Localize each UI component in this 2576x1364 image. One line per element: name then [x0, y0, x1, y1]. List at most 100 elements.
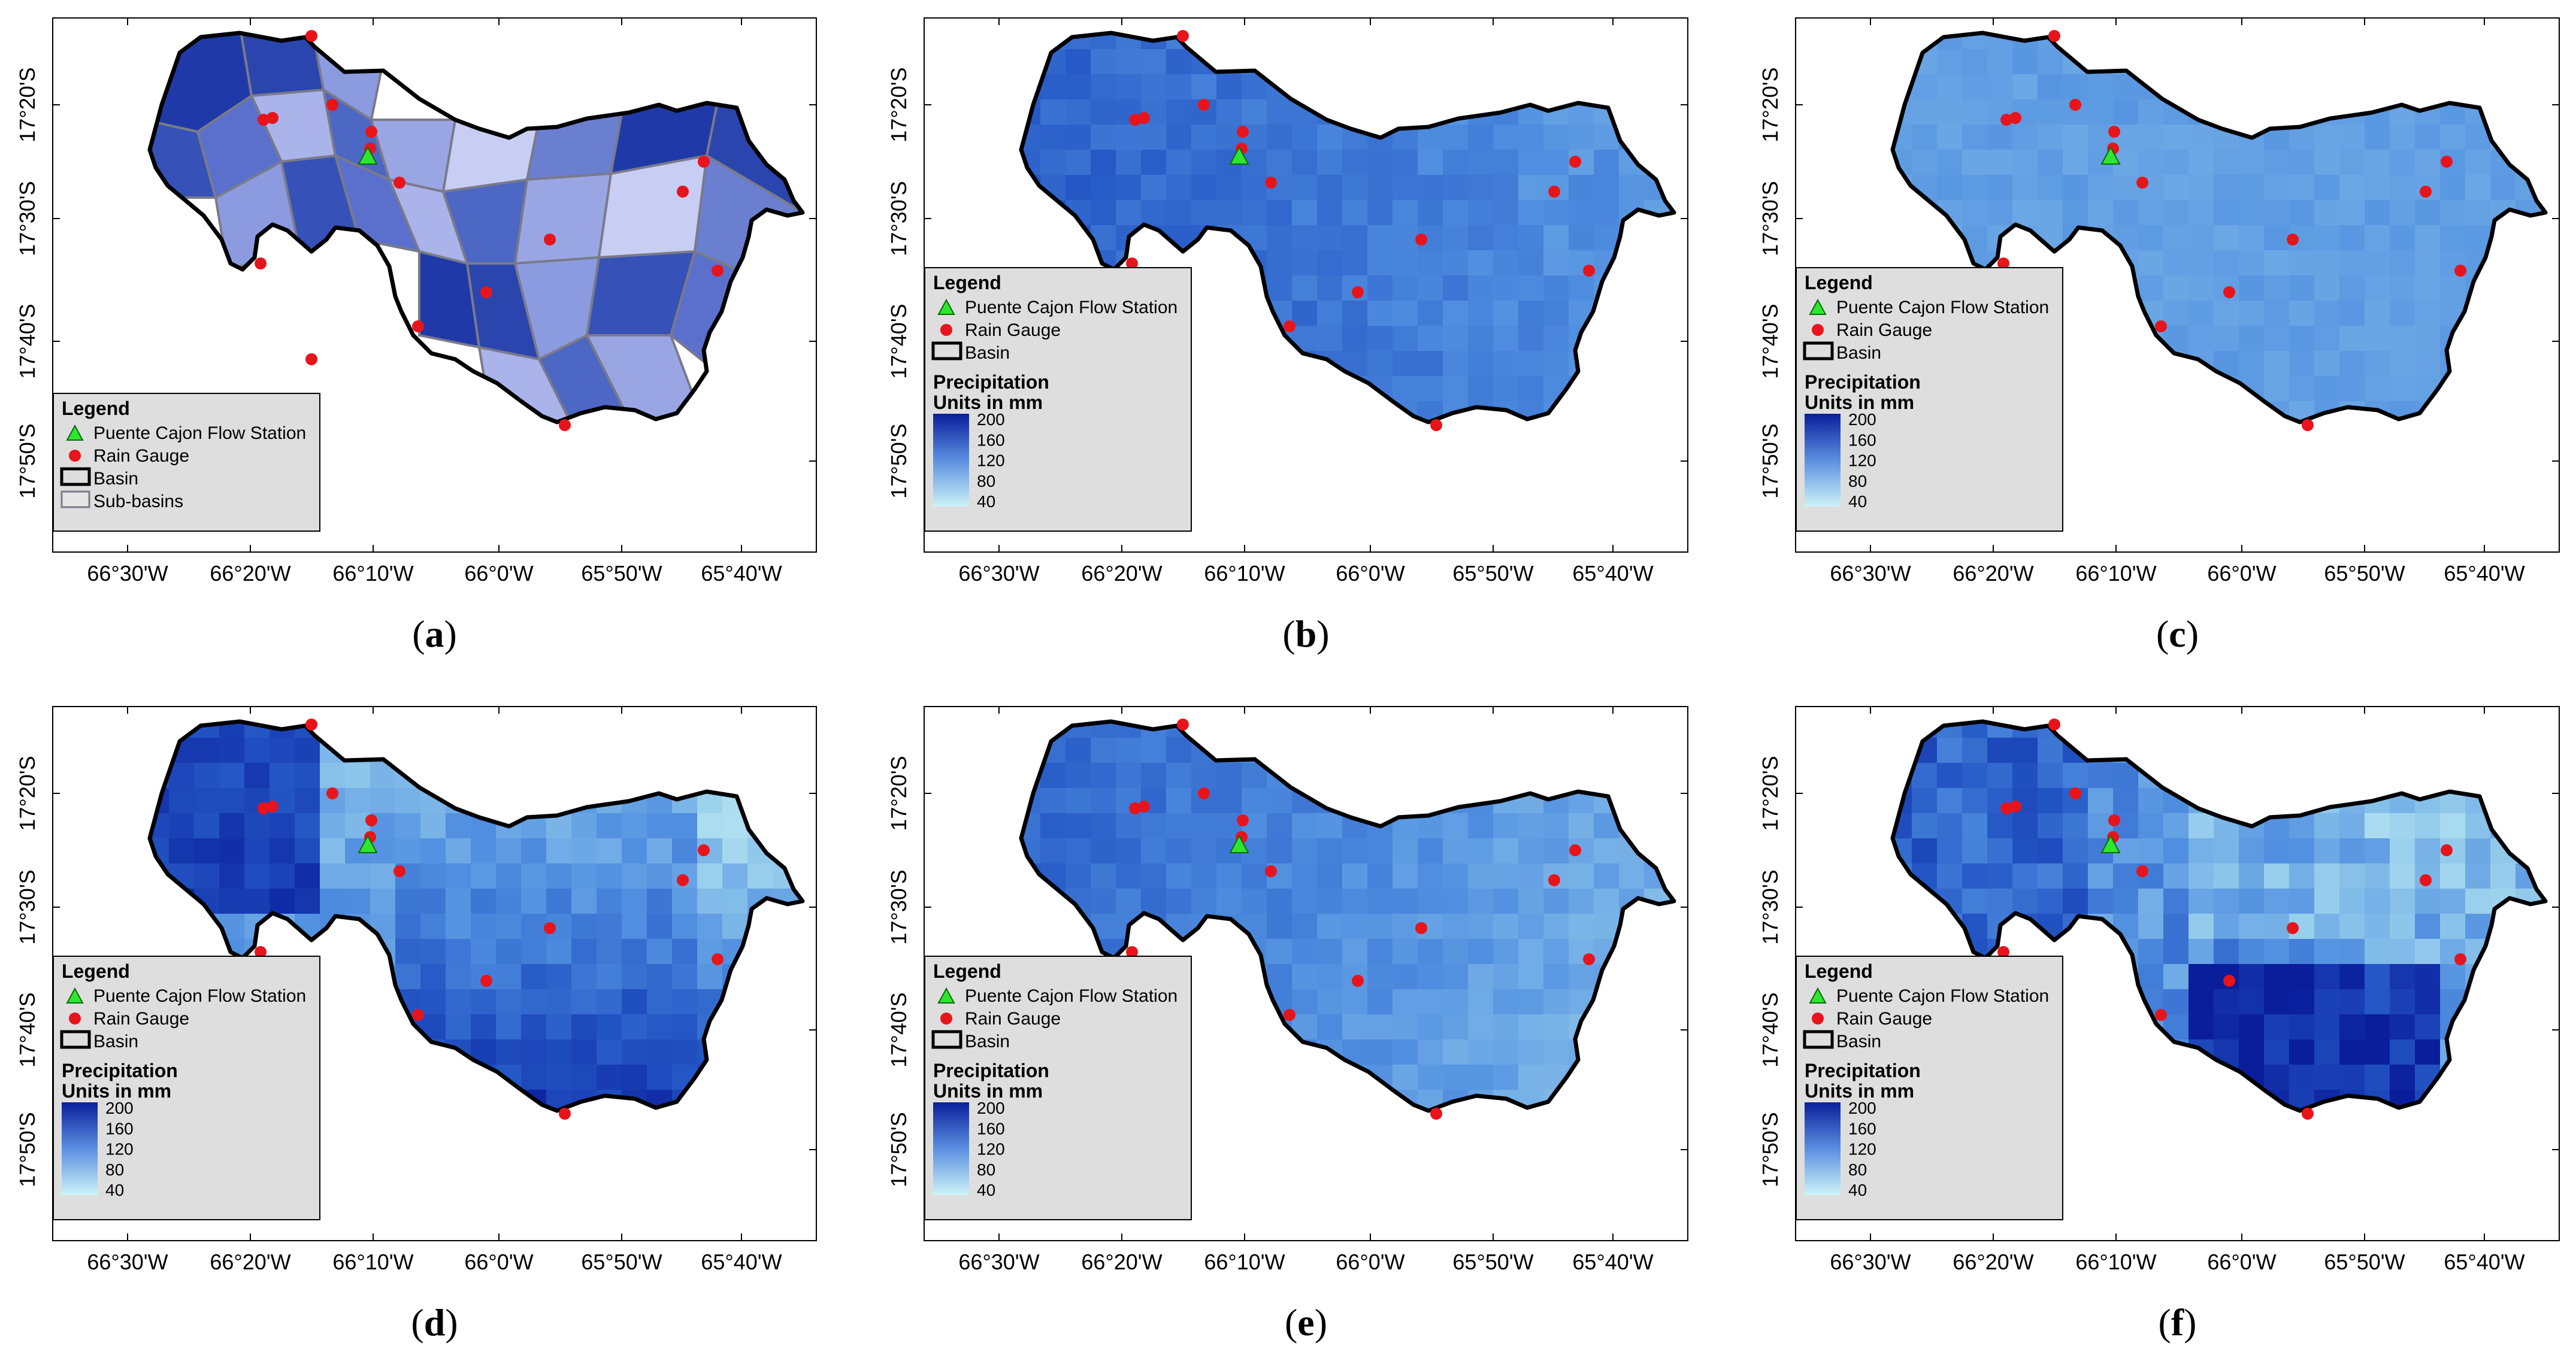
precip-cell	[2239, 150, 2265, 175]
precip-cell	[1091, 200, 1116, 226]
legend-sub-basins-symbol	[60, 490, 90, 508]
basin-outline	[147, 31, 805, 425]
precip-cell	[2365, 150, 2390, 175]
precip-cell	[2138, 200, 2164, 226]
precip-cell	[672, 964, 698, 990]
precip-cell	[496, 838, 522, 864]
rain-gauge-marker	[1430, 1108, 1442, 1120]
precip-cell	[622, 863, 647, 889]
precip-cell	[2289, 1014, 2315, 1040]
precip-cell	[1166, 200, 1192, 226]
precip-cell	[295, 889, 320, 914]
panel-caption: (a)	[412, 613, 457, 655]
precip-cell	[1493, 250, 1519, 276]
precip-cell	[2314, 326, 2340, 351]
legend-basin-label: Basin	[93, 469, 138, 489]
legend-precip-title: Precipitation	[1805, 1060, 1921, 1081]
precip-cell	[1216, 863, 1242, 889]
precip-cell	[1317, 275, 1343, 301]
y-axis-label: 17°50'S	[886, 423, 911, 498]
precip-cell	[1091, 74, 1116, 100]
precip-cell	[219, 738, 245, 763]
precip-cell	[1569, 225, 1594, 251]
legend-rain-gauge-symbol	[1812, 324, 1824, 336]
precip-cell	[2314, 301, 2340, 326]
rain-gauge-marker	[2048, 30, 2060, 42]
precip-cell	[1317, 125, 1343, 150]
precip-cell	[2365, 225, 2390, 251]
precip-cell	[2264, 326, 2290, 351]
precip-cell	[2239, 863, 2265, 889]
rain-gauge-marker	[1997, 946, 2009, 958]
precip-cell	[2038, 99, 2063, 125]
precip-cell	[2440, 813, 2466, 839]
precip-cell	[1342, 301, 1368, 326]
precip-cell	[2365, 250, 2390, 276]
precip-cell	[2264, 889, 2290, 914]
precip-cell	[647, 813, 673, 839]
precip-cell	[2339, 863, 2365, 889]
precip-cell	[521, 914, 547, 939]
precip-cell	[2415, 301, 2441, 326]
rain-gauge-marker	[1177, 719, 1189, 731]
precip-cell	[1267, 200, 1292, 226]
axis-labels: 66°30'W 66°20'W 66°10'W 66°0'W 65°50'W 65°40'…	[15, 67, 782, 586]
precip-cell	[1418, 964, 1443, 990]
legend-precip-units: Units in mm	[933, 1080, 1043, 1102]
precip-cell	[1116, 200, 1142, 226]
y-axis-label: 17°30'S	[1758, 181, 1782, 256]
precip-cell	[597, 863, 622, 889]
precip-cell	[2138, 150, 2164, 175]
precip-cell	[521, 838, 547, 864]
precip-cell	[2163, 125, 2189, 150]
legend-basin-label: Basin	[965, 343, 1010, 363]
rain-gauge-marker	[2223, 975, 2235, 987]
precip-cell	[2465, 200, 2491, 226]
precip-cell	[2390, 125, 2415, 150]
precip-cell	[2289, 1065, 2315, 1090]
precip-cell	[1443, 1039, 1469, 1065]
precip-cell	[1468, 376, 1494, 402]
precip-cell	[647, 1014, 673, 1040]
precip-cell	[2214, 1014, 2239, 1040]
legend-basin-label: Basin	[1836, 1032, 1881, 1051]
precip-cell	[2490, 175, 2516, 201]
precip-cell	[1594, 838, 1620, 864]
precip-cell	[496, 889, 522, 914]
precip-cell	[2415, 813, 2441, 839]
precip-cell	[194, 813, 220, 839]
legend-sub-basins-label: Sub-basins	[93, 492, 183, 511]
precip-cell	[2289, 939, 2315, 965]
precip-cell	[571, 863, 597, 889]
x-axis-label: 66°0'W	[2207, 1250, 2276, 1274]
precip-cell	[2188, 225, 2214, 251]
precip-cell	[1292, 989, 1318, 1015]
basin-outline	[1890, 31, 2548, 425]
precip-cell	[2088, 74, 2114, 100]
precip-cell	[2440, 964, 2466, 990]
precip-cell	[2339, 939, 2365, 965]
precip-cell	[1367, 1014, 1393, 1040]
precip-cell	[1367, 275, 1393, 301]
caption-letter: f	[2171, 1301, 2184, 1344]
precip-cell	[420, 889, 446, 914]
precip-cell	[169, 788, 195, 814]
precip-cell	[1518, 1065, 1544, 1090]
precip-cell	[2390, 1039, 2415, 1065]
rain-gauge-marker	[1997, 257, 2009, 269]
precip-cell	[194, 838, 220, 864]
y-axis-label: 17°20'S	[15, 67, 40, 142]
precip-cell	[2440, 863, 2466, 889]
colorbar-tick-label: 200	[977, 410, 1005, 429]
precip-cell	[2138, 225, 2164, 251]
precip-cell	[2314, 225, 2340, 251]
legend-title: Legend	[62, 960, 130, 982]
precip-cell	[1166, 125, 1192, 150]
precip-cell	[2264, 838, 2290, 864]
legend-rain-gauge-label: Rain Gauge	[93, 446, 189, 466]
precip-cell	[647, 1065, 673, 1090]
precip-cell	[622, 1065, 647, 1090]
precip-cell	[2415, 250, 2441, 276]
legend-flow-station-symbol	[1809, 298, 1827, 315]
